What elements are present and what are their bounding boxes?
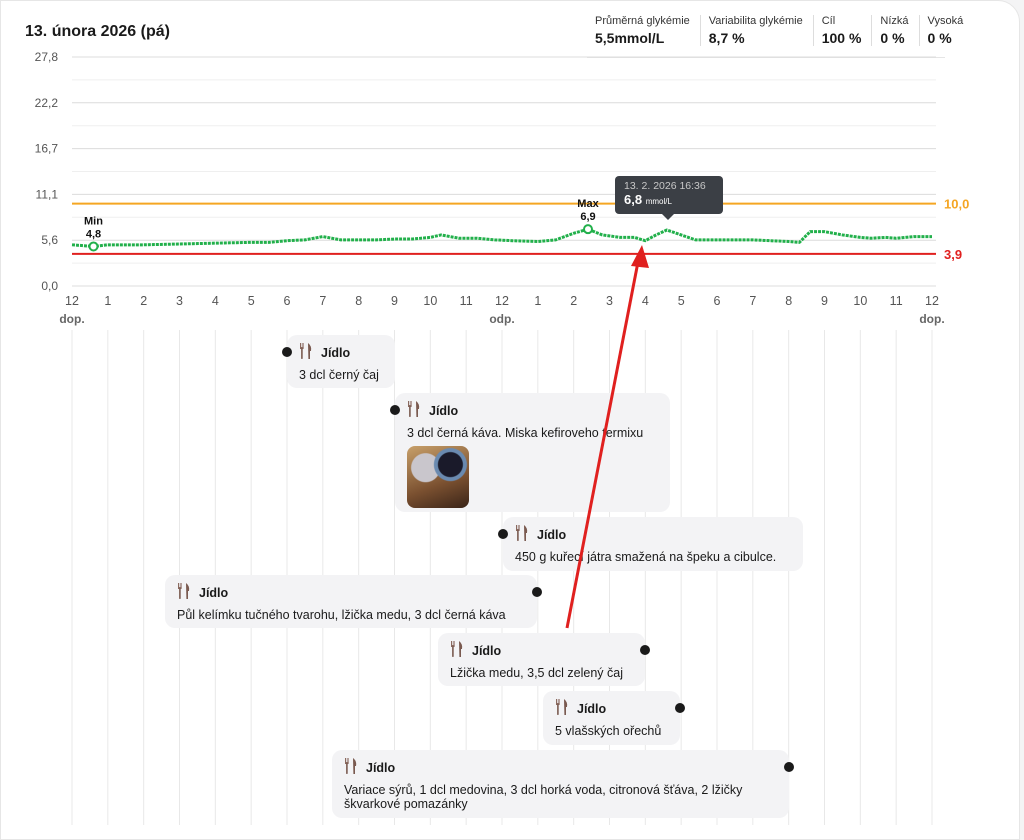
x-tick-label: 1 bbox=[104, 294, 111, 308]
x-tick-label: 12 bbox=[925, 294, 939, 308]
meal-card[interactable]: Jídlo 3 dcl černý čaj bbox=[287, 335, 395, 388]
y-tick-label: 16,7 bbox=[35, 142, 59, 156]
x-tick-label: 1 bbox=[534, 294, 541, 308]
extreme-value: 6,9 bbox=[580, 211, 595, 223]
fork-knife-icon bbox=[299, 343, 313, 362]
x-period-label: dop. bbox=[919, 312, 944, 326]
meal-photo[interactable] bbox=[407, 446, 469, 508]
x-period-label: odp. bbox=[489, 312, 514, 326]
meal-card[interactable]: Jídlo 3 dcl černá káva. Miska kefiroveho… bbox=[395, 393, 670, 512]
y-tick-label: 27,8 bbox=[35, 50, 59, 64]
y-tick-label: 0,0 bbox=[41, 279, 58, 293]
x-tick-label: 7 bbox=[319, 294, 326, 308]
page-title: 13. února 2026 (pá) bbox=[25, 23, 170, 40]
x-tick-label: 8 bbox=[785, 294, 792, 308]
meal-card[interactable]: Jídlo 5 vlašských ořechů bbox=[543, 691, 680, 745]
extreme-label: Min bbox=[84, 215, 103, 227]
fork-knife-icon bbox=[344, 758, 358, 777]
x-tick-label: 12 bbox=[65, 294, 79, 308]
x-tick-label: 8 bbox=[355, 294, 362, 308]
fork-knife-icon bbox=[555, 699, 569, 718]
glucose-line bbox=[71, 227, 932, 248]
x-tick-label: 9 bbox=[821, 294, 828, 308]
low-threshold-label: 3,9 bbox=[944, 247, 962, 262]
x-tick-label: 5 bbox=[248, 294, 255, 308]
meal-marker[interactable] bbox=[498, 529, 508, 539]
x-tick-label: 10 bbox=[853, 294, 867, 308]
fork-knife-icon bbox=[407, 401, 421, 420]
x-tick-label: 9 bbox=[391, 294, 398, 308]
fork-knife-icon bbox=[450, 641, 464, 660]
x-tick-label: 6 bbox=[284, 294, 291, 308]
stat-target: Cíl 100 % bbox=[812, 15, 872, 46]
x-tick-label: 11 bbox=[460, 294, 473, 308]
meal-card[interactable]: Jídlo 450 g kuřecí játra smažená na špek… bbox=[503, 517, 803, 571]
fork-knife-icon bbox=[515, 525, 529, 544]
x-tick-label: 6 bbox=[714, 294, 721, 308]
meal-marker[interactable] bbox=[390, 405, 400, 415]
meal-card[interactable]: Jídlo Variace sýrů, 1 dcl medovina, 3 dc… bbox=[332, 750, 789, 818]
extreme-point bbox=[88, 241, 99, 252]
chart-tooltip: 13. 2. 2026 16:36 6,8 mmol/L bbox=[615, 176, 723, 220]
x-tick-label: 4 bbox=[212, 294, 219, 308]
x-tick-label: 12 bbox=[495, 294, 509, 308]
meal-marker[interactable] bbox=[784, 762, 794, 772]
meal-marker[interactable] bbox=[640, 645, 650, 655]
y-tick-label: 22,2 bbox=[35, 96, 59, 110]
x-tick-label: 10 bbox=[423, 294, 437, 308]
fork-knife-icon bbox=[177, 583, 191, 602]
extreme-label: Max bbox=[577, 198, 599, 210]
y-tick-label: 5,6 bbox=[41, 233, 58, 247]
x-tick-label: 3 bbox=[606, 294, 613, 308]
x-tick-label: 2 bbox=[570, 294, 577, 308]
x-tick-label: 4 bbox=[642, 294, 649, 308]
meal-marker[interactable] bbox=[675, 703, 685, 713]
y-tick-label: 11,1 bbox=[36, 187, 59, 201]
x-tick-label: 3 bbox=[176, 294, 183, 308]
x-tick-label: 11 bbox=[890, 294, 903, 308]
meal-marker[interactable] bbox=[282, 347, 292, 357]
extreme-value: 4,8 bbox=[86, 228, 101, 240]
extreme-point bbox=[583, 224, 593, 235]
stats-bar: Průměrná glykémie 5,5mmol/L Variabilita g… bbox=[587, 15, 973, 46]
x-period-label: dop. bbox=[59, 312, 84, 326]
stat-low: Nízká 0 % bbox=[871, 15, 918, 46]
meal-marker[interactable] bbox=[532, 587, 542, 597]
meal-card[interactable]: Jídlo Půl kelímku tučného tvarohu, lžičk… bbox=[165, 575, 537, 628]
x-tick-label: 5 bbox=[678, 294, 685, 308]
high-threshold-label: 10,0 bbox=[944, 197, 969, 212]
x-tick-label: 2 bbox=[140, 294, 147, 308]
stat-high: Vysoká 0 % bbox=[918, 15, 974, 46]
stat-variability: Variabilita glykémie 8,7 % bbox=[699, 15, 813, 46]
stat-average: Průměrná glykémie 5,5mmol/L bbox=[595, 15, 690, 46]
meal-card[interactable]: Jídlo Lžička medu, 3,5 dcl zelený čaj bbox=[438, 633, 645, 686]
x-tick-label: 7 bbox=[749, 294, 756, 308]
